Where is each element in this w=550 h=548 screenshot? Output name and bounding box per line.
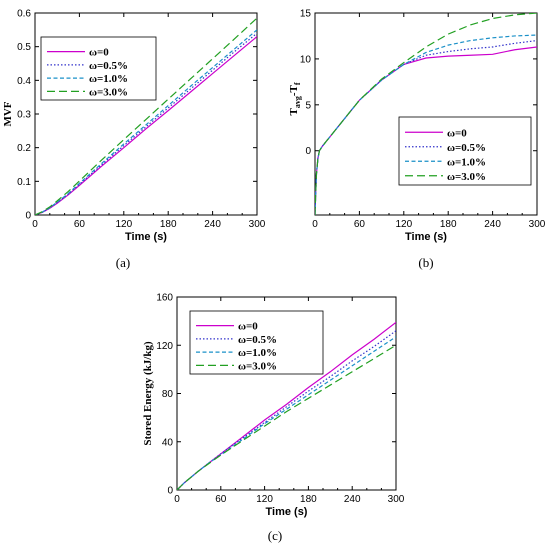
x-tick-label: 0 (32, 219, 38, 230)
y-axis-label: MVF (2, 101, 14, 126)
plot-frame (314, 12, 538, 216)
series-line-2 (177, 336, 396, 490)
legend-label-0: ω=0 (89, 47, 109, 59)
y-tick-label: 10 (300, 54, 312, 65)
x-tick-label: 120 (256, 494, 273, 505)
legend-box (398, 116, 532, 186)
legend-label-3: ω=3.0% (238, 360, 277, 372)
y-tick-label: 0.6 (17, 9, 31, 20)
x-tick-label: 180 (440, 219, 457, 230)
legend-label-3: ω=3.0% (447, 171, 486, 183)
x-tick-label: 300 (529, 219, 546, 230)
y-tick-label: 160 (156, 293, 173, 304)
figure-caption: (a) (116, 255, 130, 270)
x-tick-label: 60 (74, 219, 86, 230)
legend-box (40, 36, 157, 101)
series-line-1 (35, 32, 257, 215)
chart-panel-a: 0 60 120 180 240 300 0 0.1 0.2 0.3 0.4 0.5 0.6 Time (… (2, 9, 266, 271)
x-tick-label: 180 (300, 494, 317, 505)
series-line-3 (177, 344, 396, 490)
x-tick-label: 60 (215, 494, 227, 505)
y-tick-label: 5 (305, 100, 311, 111)
x-axis-label: Time (s) (405, 231, 447, 243)
legend-label-2: ω=1.0% (447, 156, 486, 168)
legend-label-0: ω=0 (447, 127, 467, 139)
legend-box (189, 310, 324, 375)
x-tick-label: 300 (249, 219, 266, 230)
y-axis-label-sub2: f (293, 82, 302, 85)
series-line-3 (315, 13, 537, 215)
legend: ω=0ω=0.5%ω=1.0%ω=3.0% (189, 310, 324, 375)
figure-caption: (c) (268, 528, 282, 543)
legend-label-2: ω=1.0% (238, 347, 277, 359)
series-line-2 (35, 29, 257, 215)
y-tick-label: 0 (167, 486, 173, 497)
x-tick-label: 0 (312, 219, 318, 230)
y-tick-label: 0.1 (17, 177, 31, 188)
x-tick-label: 120 (115, 219, 132, 230)
legend-label-1: ω=0.5% (89, 60, 128, 72)
x-tick-label: 240 (344, 494, 361, 505)
y-axis-label: Tavg-Tf (288, 82, 302, 115)
legend-label-1: ω=0.5% (238, 334, 277, 346)
y-tick-label: 80 (162, 389, 174, 400)
y-tick-label: 120 (156, 341, 173, 352)
y-tick-label: 0.4 (17, 76, 31, 87)
x-axis-label: Time (s) (266, 506, 308, 518)
chart-panel-c: 0 60 120 180 240 300 0 40 80 120 160 Time (s) Stored… (142, 293, 405, 544)
x-tick-label: 240 (484, 219, 501, 230)
legend: ω=0 ω=0.5% ω=1.0% ω=3.0% (398, 116, 532, 186)
y-tick-label: 0 (25, 211, 31, 222)
y-tick-label: 0 (305, 146, 311, 157)
legend-label-3: ω=3.0% (89, 86, 128, 98)
x-tick-label: 60 (354, 219, 366, 230)
y-axis-label: Stored Energy (kJ/kg) (142, 341, 154, 446)
y-axis-label-main: T (288, 108, 300, 116)
figure-caption: (b) (418, 255, 433, 270)
y-tick-label: 0.2 (17, 143, 31, 154)
y-tick-label: 15 (300, 9, 312, 20)
legend-label-0: ω=0 (238, 321, 258, 333)
legend-label-1: ω=0.5% (447, 142, 486, 154)
x-tick-label: 120 (395, 219, 412, 230)
legend: ω=0ω=0.5%ω=1.0%ω=3.0% (40, 36, 157, 101)
y-axis-label-sub1: avg (293, 96, 302, 108)
legend-label-2: ω=1.0% (89, 73, 128, 85)
y-tick-label: 40 (162, 437, 174, 448)
x-tick-label: 300 (388, 494, 405, 505)
y-tick-label: 0.3 (17, 110, 31, 121)
y-axis-label-mid: -T (288, 85, 300, 97)
x-tick-label: 180 (160, 219, 177, 230)
x-tick-label: 240 (204, 219, 221, 230)
y-tick-label: 0.5 (17, 42, 31, 53)
series-line-3 (35, 17, 257, 215)
x-tick-label: 0 (174, 494, 180, 505)
series-line-1 (315, 39, 537, 215)
x-axis-label: Time (s) (125, 231, 167, 243)
